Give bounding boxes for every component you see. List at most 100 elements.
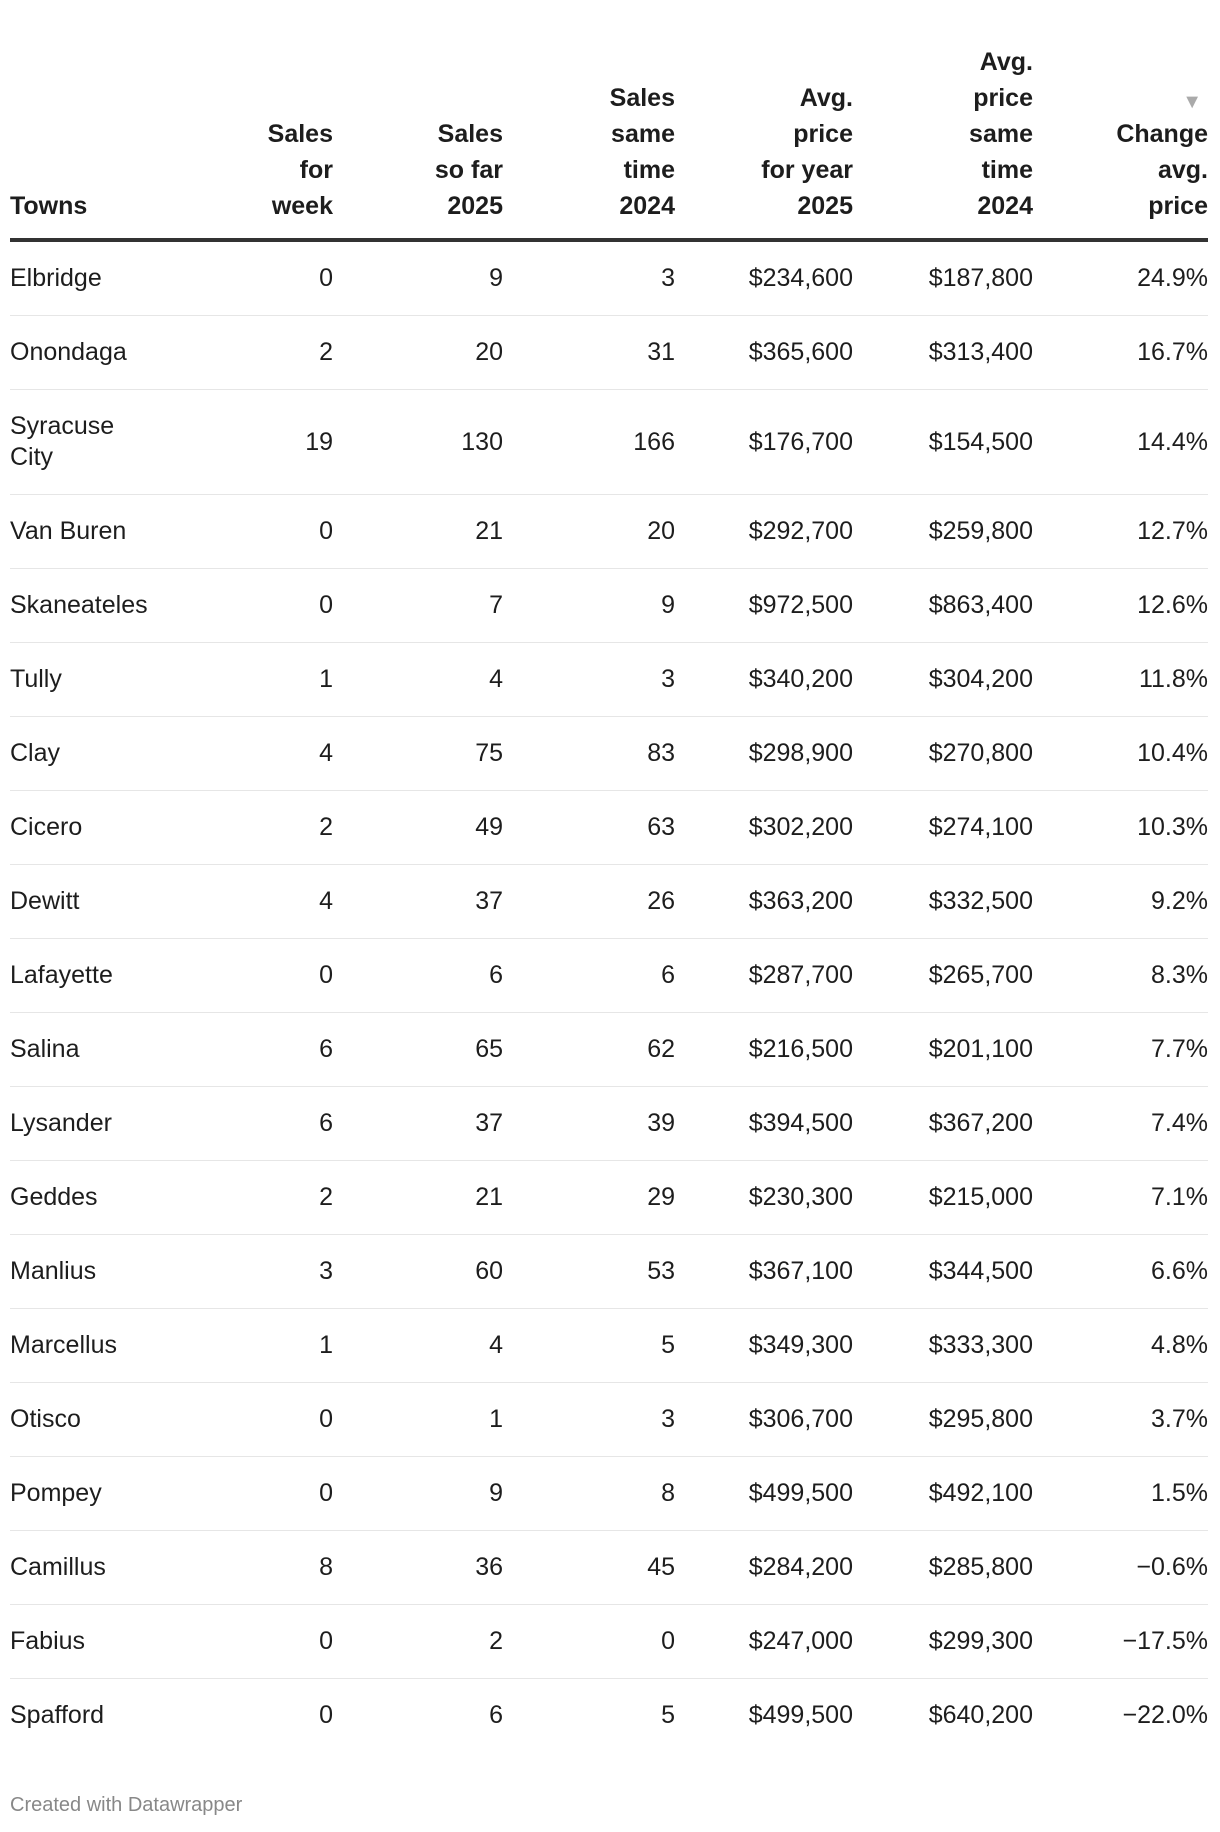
table-row: Camillus 8 36 45 $284,200 $285,800 −0.6% bbox=[10, 1530, 1208, 1605]
table-cell: 9 bbox=[333, 1456, 503, 1531]
table-cell: 29 bbox=[503, 1160, 675, 1235]
table-cell: 10.4% bbox=[1033, 716, 1208, 791]
table-cell: 20 bbox=[333, 315, 503, 390]
table-cell: $274,100 bbox=[853, 790, 1033, 865]
table-cell: 16.7% bbox=[1033, 315, 1208, 390]
column-header-line: same bbox=[611, 120, 675, 148]
table-cell: 0 bbox=[160, 240, 333, 316]
table-cell: $972,500 bbox=[675, 568, 853, 643]
table-cell: 9.2% bbox=[1033, 864, 1208, 939]
table-cell: $365,600 bbox=[675, 315, 853, 390]
column-header-line: so far bbox=[434, 156, 503, 184]
table-cell: $265,700 bbox=[853, 938, 1033, 1013]
town-name: Onondaga bbox=[10, 315, 160, 390]
table-cell: $298,900 bbox=[675, 716, 853, 791]
table-row: Manlius 3 60 53 $367,100 $344,500 6.6% bbox=[10, 1234, 1208, 1309]
column-header-line: 2025 bbox=[797, 192, 853, 220]
table-cell: $295,800 bbox=[853, 1382, 1033, 1457]
column-header-line: Towns bbox=[10, 192, 88, 220]
column-header[interactable]: Sales so far 2025 bbox=[333, 44, 503, 242]
table-cell: $332,500 bbox=[853, 864, 1033, 939]
table-cell: 24.9% bbox=[1033, 240, 1208, 316]
column-header[interactable]: Avg. price for year 2025 bbox=[675, 44, 853, 242]
table-cell: 6.6% bbox=[1033, 1234, 1208, 1309]
table-cell: 0 bbox=[160, 568, 333, 643]
table-cell: 4 bbox=[160, 864, 333, 939]
table-cell: 2 bbox=[160, 790, 333, 865]
table-cell: $349,300 bbox=[675, 1308, 853, 1383]
table-cell: $270,800 bbox=[853, 716, 1033, 791]
table-cell: 6 bbox=[160, 1086, 333, 1161]
table-cell: 9 bbox=[503, 568, 675, 643]
table-cell: 9 bbox=[333, 240, 503, 316]
table-cell: 60 bbox=[333, 1234, 503, 1309]
table-cell: 6 bbox=[503, 938, 675, 1013]
table-row: Geddes 2 21 29 $230,300 $215,000 7.1% bbox=[10, 1160, 1208, 1235]
table-cell: $306,700 bbox=[675, 1382, 853, 1457]
town-name: Manlius bbox=[10, 1234, 160, 1309]
table-cell: 10.3% bbox=[1033, 790, 1208, 865]
table-cell: 0 bbox=[160, 494, 333, 569]
column-header-line: same bbox=[969, 120, 1033, 148]
table-cell: $499,500 bbox=[748, 1701, 853, 1729]
table-cell: 7.4% bbox=[1033, 1086, 1208, 1161]
table-cell: 12.6% bbox=[1033, 568, 1208, 643]
table-cell: 8 bbox=[160, 1530, 333, 1605]
town-name: Van Buren bbox=[10, 494, 160, 569]
column-header[interactable]: Sales for week bbox=[160, 44, 333, 242]
table-cell: $215,000 bbox=[853, 1160, 1033, 1235]
table-row: Fabius 0 2 0 $247,000 $299,300 −17.5% bbox=[10, 1604, 1208, 1679]
column-header-line: price bbox=[793, 120, 853, 148]
table-cell: $313,400 bbox=[853, 315, 1033, 390]
table-cell: $363,200 bbox=[675, 864, 853, 939]
header-row: Towns Sales for week Sales so far 2025 Sales sam… bbox=[10, 44, 1208, 242]
column-header-line: Avg. bbox=[979, 48, 1033, 76]
table-cell: 7.7% bbox=[1033, 1012, 1208, 1087]
column-header[interactable]: Towns bbox=[10, 44, 160, 242]
column-header-line: 2025 bbox=[447, 192, 503, 220]
table-row: Otisco 0 1 3 $306,700 $295,800 3.7% bbox=[10, 1382, 1208, 1457]
town-name: Skaneateles bbox=[10, 568, 160, 643]
table-cell: 11.8% bbox=[1033, 642, 1208, 717]
town-name: Camillus bbox=[10, 1530, 160, 1605]
table-cell: 83 bbox=[503, 716, 675, 791]
column-header[interactable]: Sales same time 2024 bbox=[503, 44, 675, 242]
table-cell: 6 bbox=[489, 1701, 503, 1729]
table-cell: $367,200 bbox=[853, 1086, 1033, 1161]
town-name: Lysander bbox=[10, 1086, 160, 1161]
table-cell: −22.0% bbox=[1122, 1701, 1209, 1729]
table-cell: $292,700 bbox=[675, 494, 853, 569]
column-header[interactable]: Avg. price same time 2024 bbox=[853, 44, 1033, 242]
town-name: Fabius bbox=[10, 1604, 160, 1679]
column-header-line: Avg. bbox=[799, 84, 853, 112]
table-cell: 4 bbox=[333, 1308, 503, 1383]
column-header-line: for year bbox=[761, 156, 853, 184]
town-name: Cicero bbox=[10, 790, 160, 865]
table-row: Marcellus 1 4 5 $349,300 $333,300 4.8% bbox=[10, 1308, 1208, 1383]
table-cell: $499,500 bbox=[675, 1456, 853, 1531]
table-cell: 63 bbox=[503, 790, 675, 865]
column-header-line: Sales bbox=[609, 84, 675, 112]
table-cell: 20 bbox=[503, 494, 675, 569]
table-cell: 7.1% bbox=[1033, 1160, 1208, 1235]
town-name: Lafayette bbox=[10, 938, 160, 1013]
table-cell: 166 bbox=[503, 389, 675, 495]
table-cell: 7 bbox=[333, 568, 503, 643]
table-cell: 4.8% bbox=[1033, 1308, 1208, 1383]
column-header-line: Change bbox=[1116, 120, 1208, 148]
table-cell: 8.3% bbox=[1033, 938, 1208, 1013]
town-name: Elbridge bbox=[10, 240, 160, 316]
town-name: Tully bbox=[10, 642, 160, 717]
table-row: Dewitt 4 37 26 $363,200 $332,500 9.2% bbox=[10, 864, 1208, 939]
table-cell: $287,700 bbox=[675, 938, 853, 1013]
column-header[interactable]: ▼ Change avg. price bbox=[1033, 44, 1208, 242]
data-table: Towns Sales for week Sales so far 2025 Sales sam… bbox=[10, 44, 1208, 1752]
table-cell: 26 bbox=[503, 864, 675, 939]
footer-credit[interactable]: Created with Datawrapper bbox=[10, 1794, 243, 1816]
table-cell: 36 bbox=[333, 1530, 503, 1605]
table-row: Lafayette 0 6 6 $287,700 $265,700 8.3% bbox=[10, 938, 1208, 1013]
table-cell: $299,300 bbox=[853, 1604, 1033, 1679]
table-cell: 8 bbox=[503, 1456, 675, 1531]
town-name: Salina bbox=[10, 1012, 160, 1087]
town-name: Clay bbox=[10, 716, 160, 791]
